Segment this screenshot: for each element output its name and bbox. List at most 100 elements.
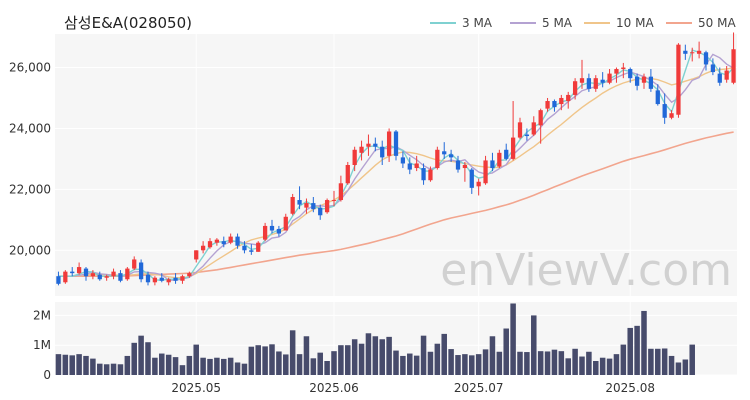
volume-bar (675, 362, 682, 375)
candle (352, 146, 357, 172)
candle (173, 273, 178, 284)
volume-bar (83, 355, 89, 375)
candle-body (566, 94, 571, 102)
candle-body (380, 146, 385, 158)
candle (373, 137, 378, 152)
volume-bar (186, 355, 193, 375)
candle (566, 91, 571, 109)
candle-body (132, 259, 137, 269)
volume-bar (358, 343, 365, 375)
candle-body (621, 67, 626, 70)
candle (607, 69, 612, 85)
candle (70, 267, 75, 277)
candle-body (428, 169, 433, 181)
candle-body (242, 245, 247, 251)
candle-body (194, 250, 199, 260)
volume-bar (110, 363, 117, 375)
volume-bar (503, 328, 509, 375)
candle (683, 44, 688, 60)
candle-body (634, 76, 640, 86)
candle-body (83, 268, 89, 277)
volume-bar (221, 358, 227, 375)
candle-body (304, 203, 309, 208)
candle-body (373, 143, 378, 147)
candle-body (421, 168, 426, 181)
candle-body (352, 149, 357, 165)
volume-bar (193, 344, 199, 375)
candle-body (655, 90, 660, 105)
candle-body (256, 242, 261, 252)
candle (600, 72, 605, 88)
candle-body (76, 267, 82, 274)
candle-body (448, 154, 454, 158)
volume-bar (572, 348, 578, 375)
volume-bar (586, 351, 592, 375)
candle (166, 277, 171, 286)
volume-bar (214, 357, 220, 375)
candle (249, 244, 254, 255)
volume-bar (351, 339, 358, 375)
candle (731, 32, 736, 85)
candle (579, 59, 585, 89)
candle (662, 93, 667, 124)
candle (428, 166, 433, 182)
volume-bar (489, 336, 496, 375)
candle-body (483, 160, 488, 184)
candle (724, 65, 729, 83)
candle (462, 161, 468, 182)
candle-body (628, 69, 633, 79)
candle (118, 270, 123, 283)
candle (214, 238, 220, 246)
volume-bar (255, 345, 261, 375)
candle (194, 250, 199, 263)
volume-bar (413, 355, 420, 375)
volume-bar (393, 350, 399, 375)
price-tick-label: 24,000 (9, 121, 51, 135)
candle-body (228, 236, 233, 243)
candle-body (221, 241, 226, 245)
volume-bar (558, 351, 565, 375)
volume-bar (76, 354, 82, 375)
volume-bar (689, 344, 695, 375)
candle-body (593, 78, 598, 89)
volume-bar (462, 354, 468, 375)
volume-bar (551, 349, 558, 375)
candle-body (187, 273, 192, 277)
candle-body (159, 277, 164, 281)
candle (235, 233, 240, 249)
candle (400, 151, 406, 169)
candle (552, 99, 557, 112)
candle (593, 75, 598, 92)
candle-body (696, 50, 702, 54)
volume-bar (124, 355, 131, 375)
volume-bar (179, 365, 186, 375)
candle-body (476, 181, 481, 187)
candle (621, 62, 626, 79)
volume-bar (531, 315, 537, 375)
candle-body (497, 152, 502, 167)
candle-body (552, 101, 557, 108)
candle-body (731, 49, 736, 83)
volume-bar (620, 344, 627, 375)
price-tick-label: 22,000 (9, 182, 51, 196)
volume-bar (159, 353, 165, 375)
volume-bar (331, 351, 337, 375)
x-tick-label: 2025.05 (171, 381, 221, 395)
candle (221, 236, 226, 248)
volume-bar (269, 344, 275, 375)
volume-bar (241, 363, 248, 375)
volume-bar (400, 355, 406, 375)
volume-bar (682, 359, 689, 375)
candle (703, 50, 709, 71)
candle-body (572, 81, 578, 95)
candle (338, 175, 344, 202)
candle-body (235, 236, 240, 246)
price-y-axis: 20,000 22,000 24,000 26,000 (9, 61, 51, 258)
volume-bar (634, 325, 640, 375)
candle-body (442, 151, 447, 155)
candle (187, 271, 192, 278)
candle-body (607, 73, 612, 83)
candle (510, 101, 516, 161)
candle (655, 84, 660, 106)
